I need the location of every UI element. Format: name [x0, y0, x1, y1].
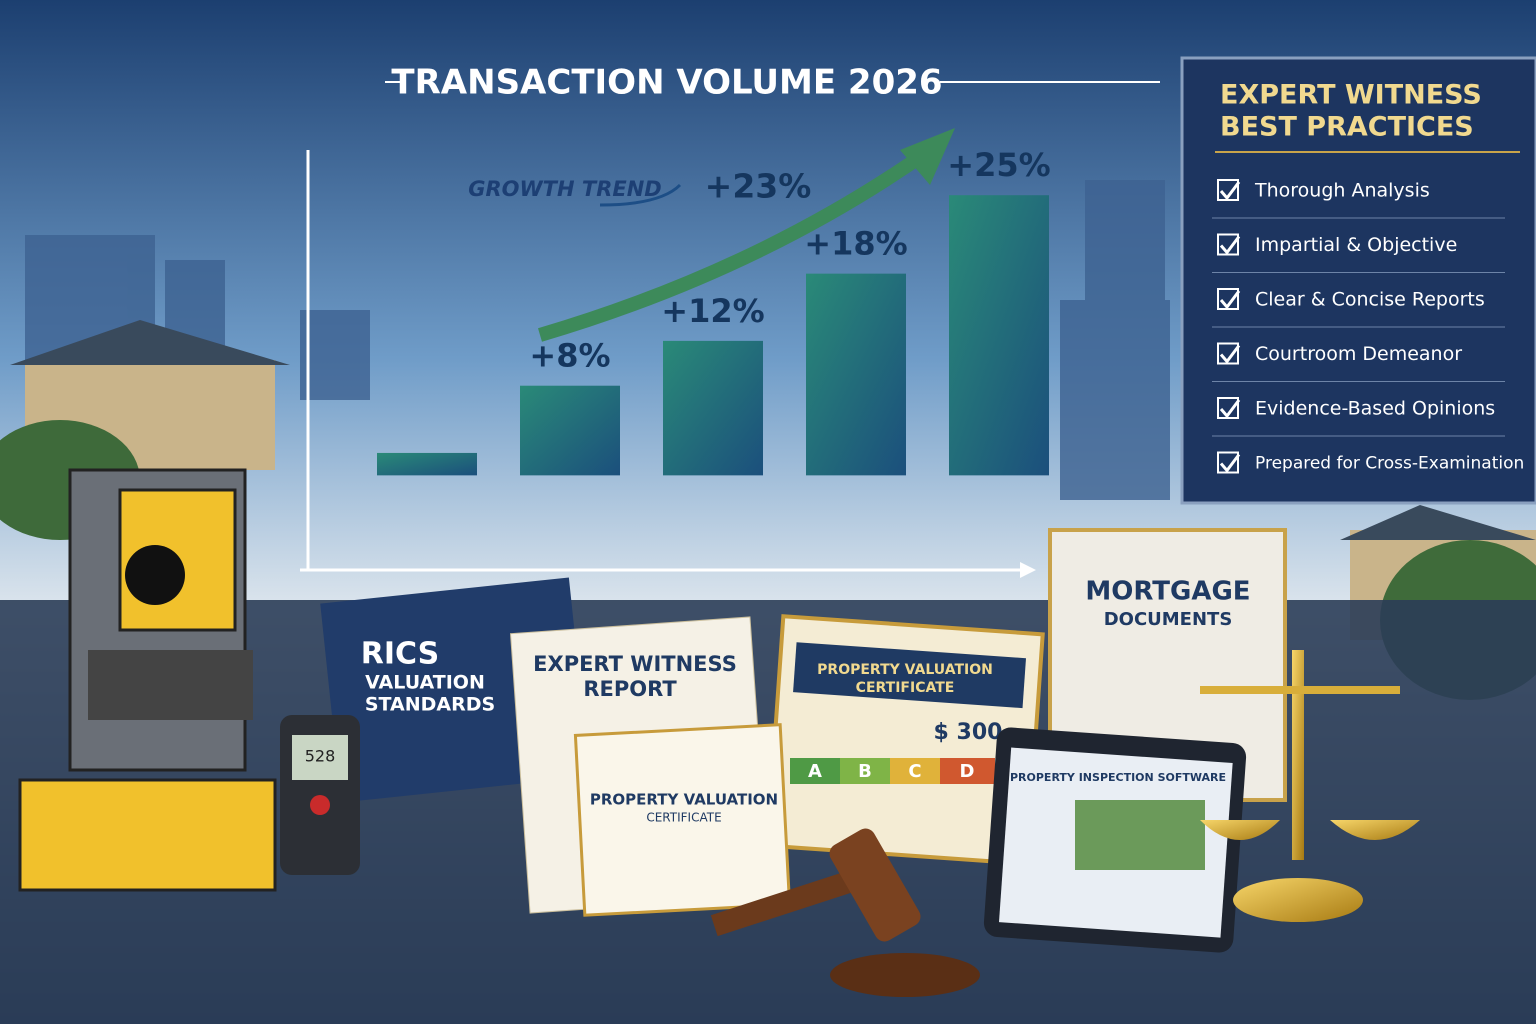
doc-text: CERTIFICATE: [856, 680, 955, 696]
checkbox: [1217, 179, 1239, 201]
grade: C: [908, 761, 921, 782]
total-station: [18, 468, 277, 892]
practice-item: Prepared for Cross-Examination: [1255, 454, 1524, 474]
grade: D: [960, 761, 975, 782]
doc-text: REPORT: [583, 677, 677, 701]
growth-arrow: [538, 144, 935, 342]
doc-text: PROPERTY INSPECTION SOFTWARE: [1010, 771, 1226, 784]
practice-list: Thorough Analysis Impartial & Objective Cl…: [1212, 179, 1524, 474]
doc-text: MORTGAGE: [1085, 577, 1250, 607]
checkmark: [1219, 399, 1241, 419]
practices-panel: [1180, 56, 1536, 505]
bar: [663, 340, 763, 476]
gavel: [710, 828, 980, 997]
checkmark: [1219, 344, 1241, 364]
certificate-doc: PROPERTY VALUATION CERTIFICATE $ 300 A B…: [765, 614, 1045, 866]
checkmark: [1219, 290, 1241, 310]
doc-text: DOCUMENTS: [1104, 609, 1233, 630]
doc-text: CERTIFICATE: [646, 811, 721, 825]
value-label: +25%: [947, 146, 1050, 184]
doc-text: PROPERTY VALUATION: [817, 662, 993, 678]
grade: A: [808, 761, 822, 782]
value-label: +18%: [804, 225, 907, 263]
growth-arrowhead: [900, 128, 955, 185]
bar: [520, 385, 620, 476]
laser-meter: 528: [280, 715, 360, 875]
doc-text: STANDARDS: [365, 694, 495, 716]
practice-item: Clear & Concise Reports: [1255, 289, 1485, 311]
bar: [377, 452, 477, 476]
checkbox: [1217, 288, 1239, 310]
bar: [806, 273, 906, 476]
bar: [949, 195, 1049, 476]
panel-title: BEST PRACTICES: [1220, 112, 1474, 143]
meter-text: 528: [305, 747, 336, 766]
doc-text: EXPERT WITNESS: [533, 652, 737, 676]
doc-text: PROPERTY VALUATION: [590, 791, 778, 809]
annotation: GROWTH TREND: [468, 177, 661, 201]
checkbox: [1217, 342, 1239, 365]
chart-title: TRANSACTION VOLUME 2026: [391, 63, 942, 103]
value-label: +12%: [661, 292, 764, 330]
practice-item: Thorough Analysis: [1254, 180, 1430, 202]
skyline: [25, 180, 1170, 500]
annotation: +23%: [705, 167, 812, 206]
practice-item: Evidence-Based Opinions: [1255, 398, 1495, 420]
checkmark: [1219, 235, 1241, 255]
practice-item: Courtroom Demeanor: [1255, 343, 1462, 365]
trend-arrow: [599, 183, 682, 207]
doc-text: VALUATION: [365, 672, 485, 694]
axis-arrow: [1020, 562, 1036, 578]
checkbox: [1217, 233, 1239, 256]
small-certificate: PROPERTY VALUATION CERTIFICATE: [573, 723, 792, 917]
bars: +8% +12% +18% +25%: [377, 146, 1051, 476]
grade: B: [858, 761, 872, 782]
panel-title: EXPERT WITNESS: [1220, 80, 1482, 111]
checkbox: [1217, 397, 1239, 419]
tablet: PROPERTY INSPECTION SOFTWARE: [983, 727, 1247, 953]
value-label: +8%: [529, 337, 610, 375]
scales: [1200, 650, 1420, 922]
checkbox: [1217, 451, 1239, 474]
checkmark: [1219, 181, 1241, 201]
doc-text: RICS: [361, 637, 439, 672]
checkmark: [1219, 453, 1241, 473]
doc-price: $ 300: [934, 720, 1003, 745]
practice-item: Impartial & Objective: [1255, 234, 1457, 256]
